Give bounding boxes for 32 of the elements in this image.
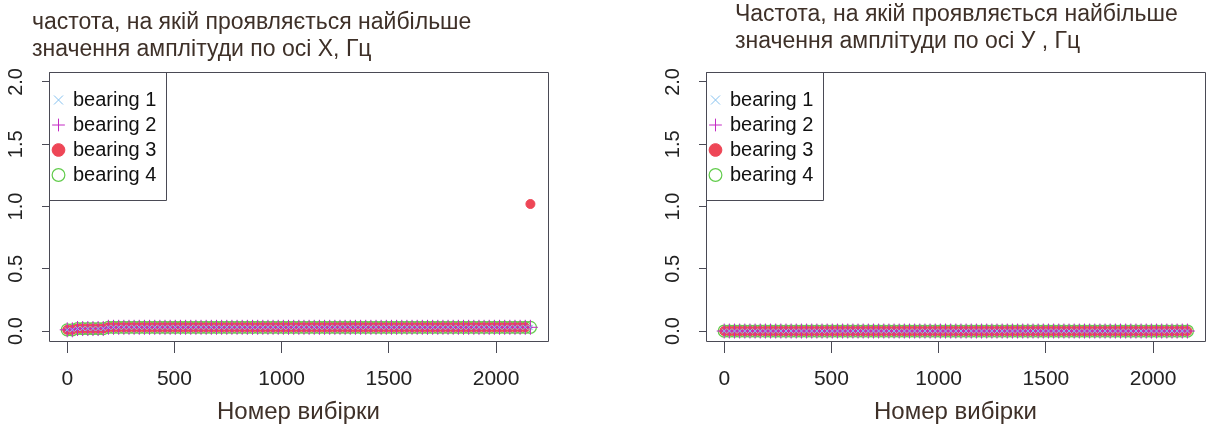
y-tick-label: 0.5 (660, 254, 683, 283)
legend-label: bearing 4 (73, 162, 157, 185)
y-tick-label: 0.0 (3, 317, 26, 345)
legend-label: bearing 1 (73, 87, 157, 110)
chart-title: Частота, на якій проявляється найбільше значення амплітуди по осі У , Гц (735, 0, 1179, 54)
x-tick-label: 1000 (258, 366, 306, 390)
x-tick-label: 1500 (365, 366, 413, 390)
y-tick-label: 1.5 (3, 130, 26, 159)
y-tick-label: 2.0 (660, 68, 683, 96)
x-tick-label: 1000 (915, 366, 963, 390)
y-tick-label: 1.0 (3, 192, 26, 221)
legend-label: bearing 3 (73, 137, 157, 160)
legend-label: bearing 2 (73, 112, 157, 135)
y-tick-label: 2.0 (3, 68, 26, 96)
y-tick-label: 0.5 (3, 254, 26, 283)
x-axis-title: Номер вибірки (216, 397, 381, 425)
y-tick-label: 1.5 (660, 130, 683, 159)
x-tick-label: 0 (718, 366, 731, 390)
y-tick-label: 0.0 (660, 317, 683, 345)
legend-label: bearing 4 (730, 162, 814, 185)
x-tick-label: 2000 (1129, 366, 1177, 390)
legend-label: bearing 1 (730, 87, 814, 110)
y-tick-label: 1.0 (660, 192, 683, 221)
x-tick-label: 2000 (472, 366, 520, 390)
chart-title: частота, на якій проявляється найбільше значення амплітуди по осі X, Гц (32, 8, 473, 62)
x-tick-label: 500 (813, 366, 849, 390)
x-tick-label: 1500 (1022, 366, 1070, 390)
x-tick-label: 500 (156, 366, 192, 390)
legend-label: bearing 2 (730, 112, 814, 135)
legend-label: bearing 3 (730, 137, 814, 160)
x-axis-title: Номер вибірки (873, 397, 1038, 425)
x-tick-label: 0 (61, 366, 74, 390)
